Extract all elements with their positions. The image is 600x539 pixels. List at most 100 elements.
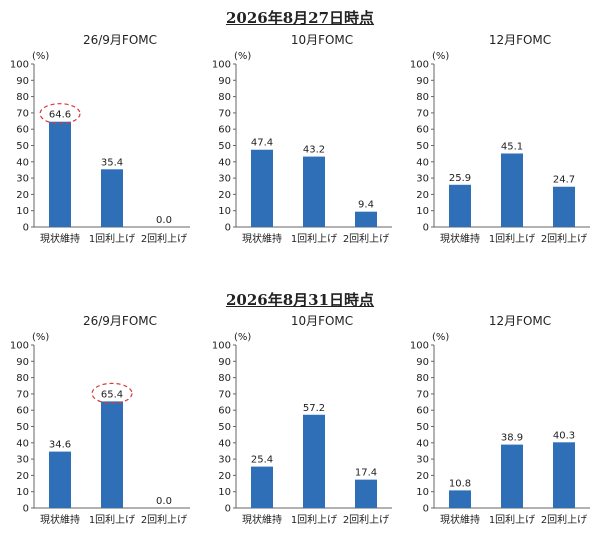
y-tick-label-s1-c2: 100	[410, 341, 429, 352]
bar-s1-c2-1	[501, 444, 523, 508]
y-tick-label-s1-c1: 20	[218, 471, 231, 482]
y-tick-label-s1-c2: 70	[416, 389, 429, 400]
y-tick-label-s1-c0: 40	[16, 438, 29, 449]
y-tick-label-s1-c0: 90	[16, 357, 29, 368]
y-tick-label-s1-c2: 10	[416, 487, 429, 498]
y-tick-label-s0-c0: 70	[16, 108, 29, 119]
bar-s1-c0-1	[101, 401, 123, 508]
chart-title-s0-c1: 10月FOMC	[291, 33, 353, 47]
data-label-s1-c1-0: 25.4	[251, 455, 273, 466]
category-label-s0-c1-0: 現状維持	[242, 232, 282, 245]
y-tick-label-s1-c0: 50	[16, 422, 29, 433]
y-tick-label-s1-c2: 90	[416, 357, 429, 368]
data-label-s1-c1-2: 17.4	[355, 468, 377, 479]
y-tick-label-s1-c1: 30	[218, 455, 231, 466]
bar-s1-c0-0	[49, 451, 71, 508]
y-tick-label-s0-c2: 20	[416, 190, 429, 201]
y-tick-label-s0-c0: 60	[16, 125, 29, 136]
y-tick-label-s0-c1: 50	[218, 141, 231, 152]
y-tick-label-s1-c1: 50	[218, 422, 231, 433]
chart-title-s1-c0: 26/9月FOMC	[83, 314, 157, 328]
y-tick-label-s1-c0: 80	[16, 373, 29, 384]
category-label-s1-c1-2: 2回利上げ	[343, 514, 389, 526]
category-label-s1-c2-1: 1回利上げ	[489, 514, 535, 526]
y-tick-label-s0-c1: 80	[218, 92, 231, 103]
unit-label-s0-c0: (%)	[32, 51, 49, 62]
y-tick-label-s0-c1: 70	[218, 108, 231, 119]
data-label-s0-c1-0: 47.4	[251, 138, 273, 149]
y-tick-label-s0-c0: 10	[16, 206, 29, 217]
y-tick-label-s1-c1: 70	[218, 389, 231, 400]
data-label-s1-c1-1: 57.2	[303, 403, 325, 414]
y-tick-label-s0-c2: 0	[423, 223, 429, 234]
y-tick-label-s0-c1: 30	[218, 174, 231, 185]
y-tick-label-s1-c2: 60	[416, 406, 429, 417]
y-tick-label-s0-c2: 30	[416, 174, 429, 185]
bar-s1-c1-2	[355, 479, 377, 508]
bar-s0-c1-1	[303, 156, 325, 227]
bar-s1-c2-0	[449, 490, 471, 508]
data-label-s1-c0-2: 0.0	[156, 496, 172, 507]
y-tick-label-s0-c0: 0	[23, 223, 29, 234]
y-tick-label-s0-c0: 40	[16, 157, 29, 168]
highlight-ellipse-s0-c0	[39, 103, 81, 125]
y-tick-label-s0-c0: 100	[10, 60, 29, 71]
bar-s0-c0-1	[101, 169, 123, 227]
unit-label-s1-c2: (%)	[432, 332, 449, 343]
unit-label-s0-c2: (%)	[432, 51, 449, 62]
y-tick-label-s0-c2: 70	[416, 108, 429, 119]
y-tick-label-s1-c1: 10	[218, 487, 231, 498]
y-tick-label-s1-c0: 10	[16, 487, 29, 498]
y-tick-label-s0-c1: 90	[218, 76, 231, 87]
category-label-s0-c1-2: 2回利上げ	[343, 233, 389, 245]
chart-title-s0-c0: 26/9月FOMC	[83, 33, 157, 47]
y-tick-label-s0-c0: 50	[16, 141, 29, 152]
bar-s0-c2-0	[449, 184, 471, 227]
data-label-s1-c2-1: 38.9	[501, 433, 523, 444]
bar-s0-c1-0	[251, 149, 273, 227]
y-tick-label-s0-c2: 80	[416, 92, 429, 103]
y-tick-label-s0-c2: 40	[416, 157, 429, 168]
category-label-s1-c0-1: 1回利上げ	[89, 514, 135, 526]
data-label-s0-c2-2: 24.7	[553, 175, 575, 186]
highlight-ellipse-s1-c0	[91, 382, 133, 404]
y-tick-label-s1-c1: 0	[225, 504, 231, 515]
y-tick-label-s1-c2: 0	[423, 504, 429, 515]
category-label-s1-c1-0: 現状維持	[242, 513, 282, 526]
y-tick-label-s0-c0: 30	[16, 174, 29, 185]
chart-title-s0-c2: 12月FOMC	[489, 33, 551, 47]
unit-label-s0-c1: (%)	[234, 51, 251, 62]
bar-s0-c0-0	[49, 121, 71, 227]
y-tick-label-s1-c1: 100	[212, 341, 231, 352]
y-tick-label-s0-c2: 90	[416, 76, 429, 87]
y-tick-label-s1-c2: 40	[416, 438, 429, 449]
data-label-s1-c0-1: 65.4	[101, 389, 123, 400]
data-label-s0-c0-2: 0.0	[156, 215, 172, 226]
bar-s0-c2-1	[501, 153, 523, 227]
y-tick-label-s0-c1: 20	[218, 190, 231, 201]
y-tick-label-s0-c0: 90	[16, 76, 29, 87]
chart-title-s1-c2: 12月FOMC	[489, 314, 551, 328]
category-label-s1-c2-2: 2回利上げ	[541, 514, 587, 526]
chart-title-s1-c1: 10月FOMC	[291, 314, 353, 328]
y-tick-label-s0-c2: 100	[410, 60, 429, 71]
y-tick-label-s0-c0: 20	[16, 190, 29, 201]
y-tick-label-s1-c0: 30	[16, 455, 29, 466]
bar-s0-c2-2	[553, 186, 575, 227]
data-label-s0-c2-0: 25.9	[449, 173, 471, 184]
y-tick-label-s0-c0: 80	[16, 92, 29, 103]
y-tick-label-s1-c0: 20	[16, 471, 29, 482]
category-label-s1-c0-0: 現状維持	[40, 513, 80, 526]
category-label-s0-c2-0: 現状維持	[440, 232, 480, 245]
y-tick-label-s0-c1: 60	[218, 125, 231, 136]
section-title-aug27: 2026年8月27日時点	[225, 9, 375, 27]
category-label-s0-c0-1: 1回利上げ	[89, 233, 135, 245]
category-label-s1-c1-1: 1回利上げ	[291, 514, 337, 526]
y-tick-label-s0-c2: 10	[416, 206, 429, 217]
bar-s1-c1-1	[303, 414, 325, 508]
y-tick-label-s1-c1: 80	[218, 373, 231, 384]
bar-s1-c1-0	[251, 466, 273, 508]
bar-s0-c1-2	[355, 211, 377, 227]
data-label-s1-c0-0: 34.6	[49, 440, 71, 451]
y-tick-label-s1-c1: 60	[218, 406, 231, 417]
